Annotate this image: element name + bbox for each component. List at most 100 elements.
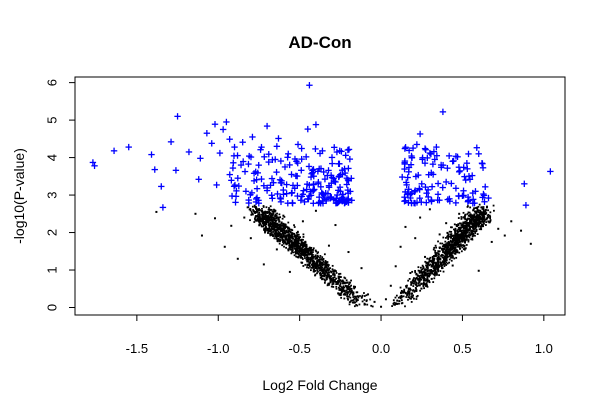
data-point <box>460 216 463 218</box>
data-point <box>344 186 352 194</box>
data-point <box>288 171 295 178</box>
data-point <box>343 181 350 188</box>
data-point <box>310 256 313 258</box>
data-point <box>448 255 450 258</box>
data-point <box>302 153 310 161</box>
data-point <box>245 196 252 204</box>
data-point <box>410 295 413 297</box>
data-point <box>286 161 293 169</box>
data-point <box>334 280 336 283</box>
data-point <box>306 257 309 260</box>
data-point <box>487 209 489 212</box>
data-point <box>464 197 472 204</box>
data-point <box>333 280 335 283</box>
data-point <box>317 258 320 261</box>
data-point <box>477 223 480 226</box>
data-point <box>297 242 299 245</box>
data-point <box>314 274 316 277</box>
data-point <box>456 245 459 248</box>
data-point <box>321 261 324 264</box>
data-point <box>424 186 432 194</box>
data-point <box>264 228 267 231</box>
data-point <box>329 270 332 273</box>
data-point <box>436 258 439 261</box>
data-point <box>339 294 342 296</box>
data-point <box>482 213 484 216</box>
data-point <box>294 251 297 254</box>
data-point <box>293 226 296 228</box>
data-point <box>440 263 442 266</box>
data-point <box>271 221 274 224</box>
data-point <box>277 216 279 219</box>
data-point <box>465 238 468 240</box>
data-point <box>453 257 456 260</box>
data-point <box>239 139 246 146</box>
data-point <box>458 238 460 241</box>
data-point <box>407 290 409 293</box>
data-point <box>367 293 370 296</box>
data-point <box>272 212 275 214</box>
data-point <box>323 275 326 278</box>
data-point <box>436 197 443 204</box>
data-point <box>401 193 408 201</box>
data-point <box>474 227 477 230</box>
data-point <box>300 249 303 251</box>
data-point <box>312 270 315 273</box>
data-point <box>444 256 447 259</box>
data-point <box>460 233 462 236</box>
data-point <box>440 263 443 265</box>
data-point <box>289 230 292 233</box>
data-point <box>320 273 322 276</box>
data-point <box>270 217 273 220</box>
data-point <box>437 161 445 169</box>
data-point <box>335 277 338 280</box>
data-point <box>310 166 317 173</box>
data-point <box>263 227 266 230</box>
data-point <box>471 199 478 207</box>
data-point <box>415 273 418 276</box>
data-point <box>263 229 266 232</box>
data-point <box>288 228 291 231</box>
data-point <box>394 303 396 306</box>
data-point <box>276 232 278 235</box>
data-point <box>450 230 453 233</box>
data-point <box>306 251 308 254</box>
data-point <box>478 214 481 216</box>
data-point <box>407 296 410 298</box>
data-point <box>399 286 402 289</box>
data-point <box>302 254 305 257</box>
data-point <box>471 226 474 228</box>
data-point <box>413 141 421 148</box>
data-point <box>272 235 274 238</box>
data-point <box>316 252 319 255</box>
data-point <box>438 247 441 250</box>
data-point <box>482 212 485 215</box>
data-point <box>295 238 297 241</box>
data-point <box>417 278 420 281</box>
data-point <box>478 220 481 223</box>
data-point <box>416 294 419 297</box>
data-point <box>456 242 459 245</box>
data-point <box>481 211 484 214</box>
data-point <box>309 256 312 259</box>
data-point <box>318 267 320 270</box>
data-point <box>339 285 342 288</box>
data-point <box>426 273 429 276</box>
data-point <box>422 267 425 269</box>
data-point <box>289 238 291 241</box>
data-point <box>321 275 323 278</box>
data-point <box>456 236 459 239</box>
data-point <box>547 168 554 175</box>
data-point <box>411 280 414 282</box>
data-point <box>323 273 326 276</box>
data-point <box>432 270 435 273</box>
data-point <box>424 255 426 258</box>
data-point <box>434 272 437 275</box>
data-point <box>283 241 286 244</box>
data-point <box>281 224 284 227</box>
data-point <box>428 274 431 277</box>
data-point <box>327 265 330 268</box>
data-point <box>422 265 425 268</box>
data-point <box>464 214 466 217</box>
data-point <box>316 260 318 262</box>
